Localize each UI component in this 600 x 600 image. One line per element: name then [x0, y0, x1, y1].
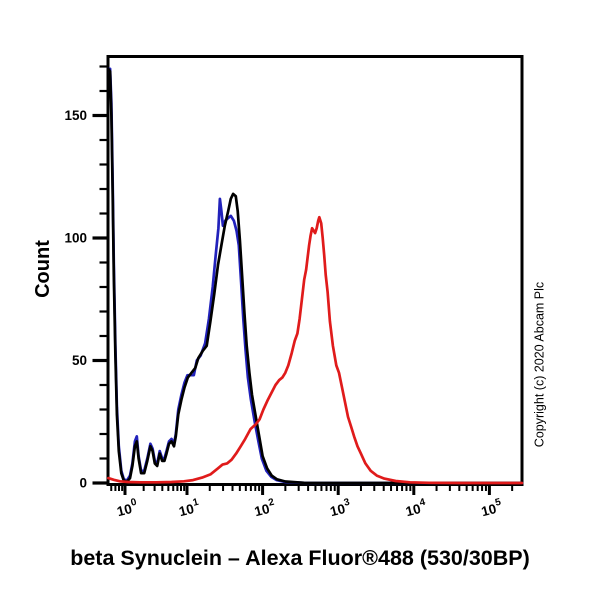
y-tick-label: 100 — [64, 231, 87, 246]
x-tick-label: 104 — [403, 497, 428, 520]
y-axis-title: Count — [32, 240, 54, 298]
x-tick-label: 103 — [328, 497, 353, 520]
y-tick-label: 50 — [72, 353, 87, 368]
plot-frame — [106, 55, 524, 486]
y-tick-label: 0 — [79, 476, 87, 491]
x-tick-label: 105 — [479, 497, 504, 520]
y-tick-label: 150 — [64, 108, 87, 123]
x-tick-label: 100 — [115, 497, 140, 520]
series-red-curve — [106, 215, 524, 485]
x-tick-label: 101 — [177, 497, 202, 520]
copyright-notice: Copyright (c) 2020 Abcam Plc — [532, 281, 547, 448]
x-tick-label: 102 — [252, 497, 277, 520]
series-blue-curve — [106, 67, 524, 485]
x-axis-title: beta Synuclein – Alexa Fluor®488 (530/30… — [70, 546, 530, 570]
series-black-curve — [106, 67, 524, 485]
